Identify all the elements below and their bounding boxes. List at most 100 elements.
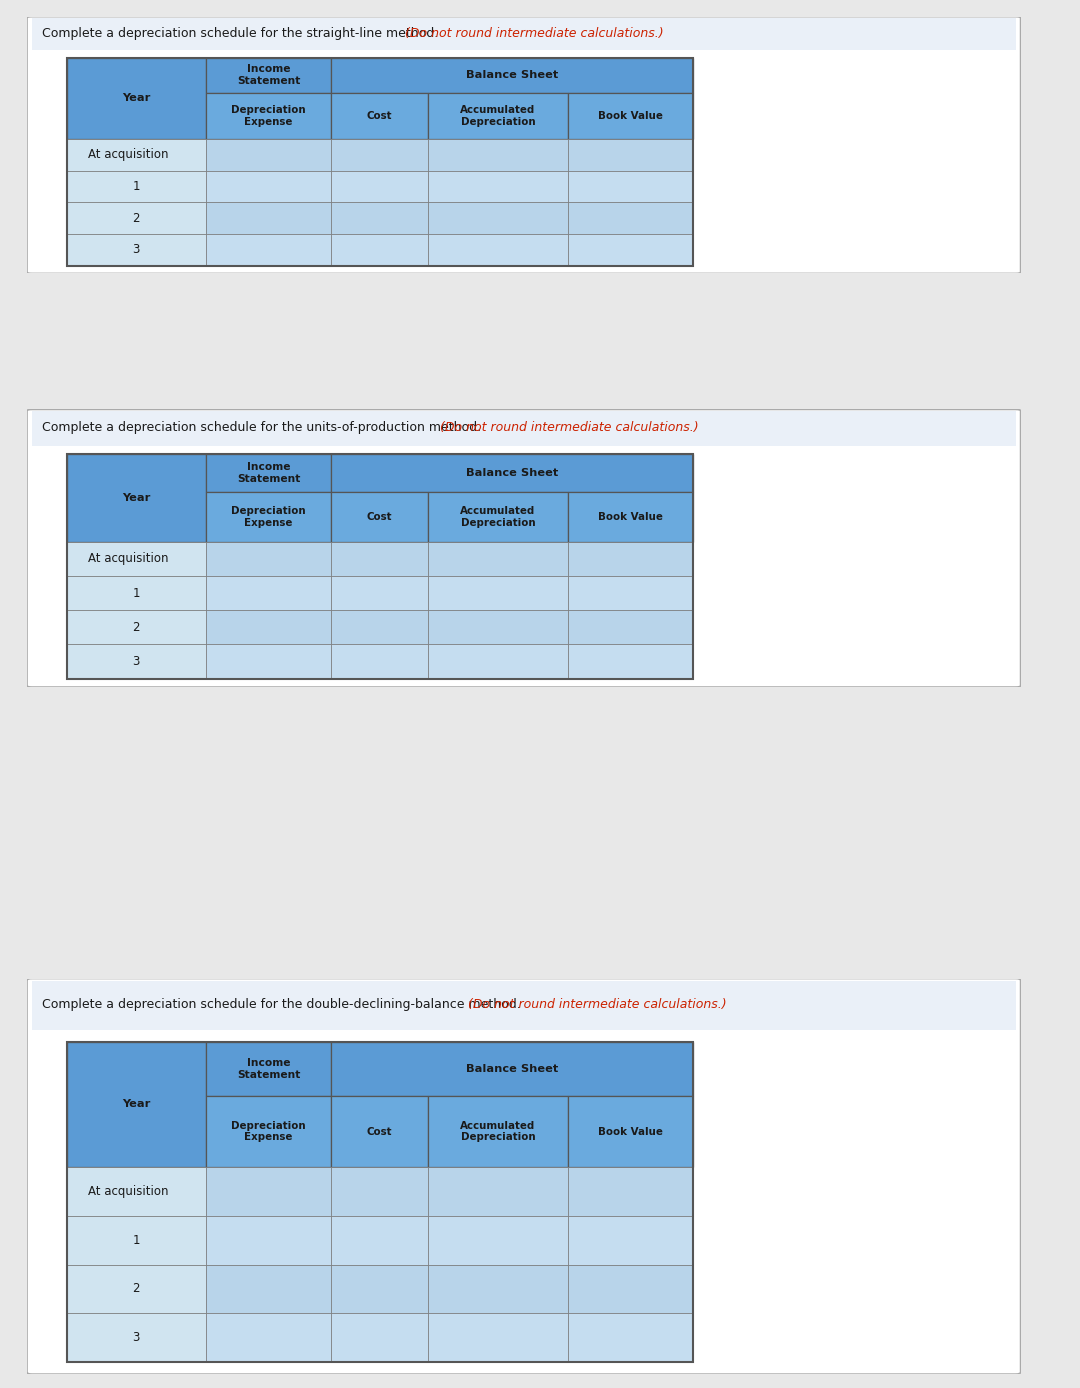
- Bar: [67, 454, 692, 679]
- Bar: [567, 1097, 692, 1167]
- Text: (Do not round intermediate calculations.): (Do not round intermediate calculations.…: [469, 998, 727, 1010]
- Bar: [567, 644, 692, 679]
- Bar: [206, 171, 332, 203]
- Text: Depreciation
Expense: Depreciation Expense: [231, 1120, 306, 1142]
- Bar: [332, 541, 429, 576]
- Bar: [206, 1167, 332, 1216]
- Bar: [332, 1042, 692, 1097]
- Text: Cost: Cost: [367, 111, 392, 121]
- Bar: [429, 1264, 567, 1313]
- Bar: [332, 58, 692, 93]
- Bar: [67, 58, 206, 139]
- Bar: [567, 576, 692, 611]
- Bar: [206, 644, 332, 679]
- Bar: [67, 1216, 206, 1264]
- Bar: [567, 541, 692, 576]
- Bar: [429, 235, 567, 265]
- Text: Accumulated
Depreciation: Accumulated Depreciation: [460, 507, 536, 527]
- Bar: [567, 493, 692, 541]
- Bar: [332, 1264, 429, 1313]
- Bar: [67, 203, 206, 235]
- Bar: [206, 1097, 332, 1167]
- Bar: [332, 93, 429, 139]
- Bar: [429, 1216, 567, 1264]
- Text: Year: Year: [122, 1099, 150, 1109]
- Text: 3: 3: [133, 243, 140, 257]
- Text: Depreciation
Expense: Depreciation Expense: [231, 105, 306, 126]
- Bar: [332, 1097, 429, 1167]
- FancyBboxPatch shape: [27, 979, 1021, 1374]
- Bar: [206, 454, 332, 493]
- Bar: [429, 576, 567, 611]
- Bar: [332, 611, 429, 644]
- Bar: [206, 139, 332, 171]
- Bar: [206, 93, 332, 139]
- Bar: [67, 611, 206, 644]
- Bar: [332, 644, 429, 679]
- Bar: [67, 171, 206, 203]
- Bar: [67, 235, 206, 265]
- Bar: [567, 1216, 692, 1264]
- Bar: [567, 611, 692, 644]
- Text: Year: Year: [122, 93, 150, 103]
- Bar: [67, 58, 692, 265]
- Bar: [32, 980, 1015, 1030]
- Bar: [567, 171, 692, 203]
- Bar: [67, 1313, 206, 1362]
- Bar: [206, 493, 332, 541]
- Bar: [567, 1167, 692, 1216]
- Bar: [67, 1264, 206, 1313]
- Bar: [567, 1264, 692, 1313]
- Text: 1: 1: [133, 587, 140, 600]
- Bar: [206, 203, 332, 235]
- Text: Cost: Cost: [367, 512, 392, 522]
- Bar: [206, 576, 332, 611]
- Text: Balance Sheet: Balance Sheet: [465, 1065, 558, 1074]
- Text: Complete a depreciation schedule for the straight-line method.: Complete a depreciation schedule for the…: [42, 26, 442, 40]
- Bar: [67, 1167, 206, 1216]
- Text: Cost: Cost: [367, 1127, 392, 1137]
- Bar: [429, 541, 567, 576]
- Text: 2: 2: [133, 211, 140, 225]
- Bar: [429, 171, 567, 203]
- Bar: [567, 1313, 692, 1362]
- Text: 2: 2: [133, 620, 140, 634]
- Bar: [567, 139, 692, 171]
- FancyBboxPatch shape: [27, 17, 1021, 273]
- Bar: [332, 454, 692, 493]
- Bar: [429, 1097, 567, 1167]
- Bar: [429, 644, 567, 679]
- Text: Book Value: Book Value: [597, 512, 662, 522]
- Text: At acquisition: At acquisition: [87, 149, 168, 161]
- Text: (Do not round intermediate calculations.): (Do not round intermediate calculations.…: [440, 421, 698, 434]
- Bar: [429, 203, 567, 235]
- Bar: [206, 1313, 332, 1362]
- Bar: [206, 611, 332, 644]
- Text: 2: 2: [133, 1283, 140, 1295]
- Text: Balance Sheet: Balance Sheet: [465, 468, 558, 477]
- Bar: [67, 541, 206, 576]
- Text: 3: 3: [133, 1331, 140, 1345]
- Text: At acquisition: At acquisition: [87, 552, 168, 565]
- Bar: [332, 1313, 429, 1362]
- Text: Balance Sheet: Balance Sheet: [465, 71, 558, 81]
- Bar: [67, 454, 206, 541]
- Text: (Do not round intermediate calculations.): (Do not round intermediate calculations.…: [405, 26, 663, 40]
- Text: Year: Year: [122, 493, 150, 502]
- Text: 3: 3: [133, 655, 140, 668]
- Bar: [332, 493, 429, 541]
- Bar: [67, 1042, 692, 1362]
- Text: Book Value: Book Value: [597, 1127, 662, 1137]
- Text: Income
Statement: Income Statement: [237, 64, 300, 86]
- Bar: [332, 576, 429, 611]
- Bar: [67, 139, 206, 171]
- Bar: [332, 1216, 429, 1264]
- Bar: [32, 18, 1015, 50]
- Bar: [332, 235, 429, 265]
- Bar: [206, 235, 332, 265]
- Text: Depreciation
Expense: Depreciation Expense: [231, 507, 306, 527]
- Text: Complete a depreciation schedule for the double-declining-balance method.: Complete a depreciation schedule for the…: [42, 998, 525, 1010]
- Text: Income
Statement: Income Statement: [237, 462, 300, 484]
- Bar: [67, 576, 206, 611]
- Bar: [429, 139, 567, 171]
